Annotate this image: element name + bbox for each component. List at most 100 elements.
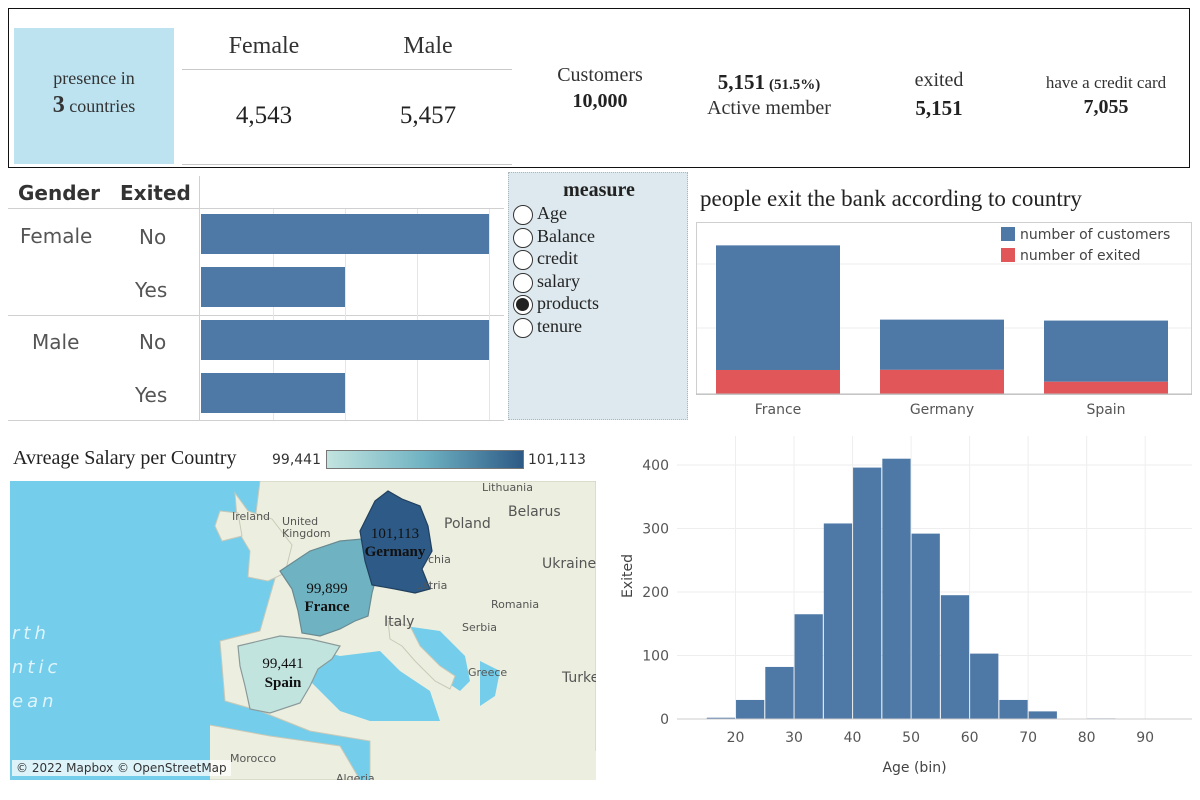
- map-basemap: [10, 481, 596, 780]
- map-legend-min: 99,441: [272, 452, 321, 468]
- map-place-label-morocco: Morocco: [230, 752, 277, 765]
- gender-bottom-line: [182, 164, 512, 165]
- histogram-bar[interactable]: [940, 595, 970, 719]
- histogram-bar[interactable]: [794, 614, 823, 719]
- female-row-label: Female: [20, 224, 93, 248]
- measure-option-label[interactable]: Age: [537, 203, 567, 223]
- map-place-label-austria: ustria: [416, 579, 448, 592]
- x-tick-label: 70: [1019, 730, 1037, 746]
- x-tick-label: 80: [1078, 730, 1096, 746]
- map-place-label-algeria: Algeria: [336, 772, 375, 780]
- map-place-label-atlantic3: ean: [12, 691, 58, 712]
- exited-bar[interactable]: [880, 369, 1004, 394]
- salary-map[interactable]: Lithuania Ireland United Kingdom Poland Bela…: [10, 481, 596, 780]
- gridline: [345, 209, 346, 420]
- kpi-panel: [8, 8, 1190, 168]
- map-place-label-poland: Poland: [444, 516, 491, 532]
- credit-label: have a credit card: [1045, 73, 1167, 92]
- map-place-label-serbia: Serbia: [462, 621, 498, 634]
- exited-yes-label: Yes: [135, 383, 168, 407]
- map-attribution[interactable]: © 2022 Mapbox © OpenStreetMap: [12, 760, 231, 776]
- histogram-bar[interactable]: [765, 666, 794, 719]
- active-pct: (51.5%): [769, 77, 821, 93]
- map-place-label-belarus: Belarus: [508, 504, 561, 520]
- measure-panel: measure Age Balance credit salary products te…: [508, 172, 688, 420]
- gender-exit-bar[interactable]: [201, 373, 345, 413]
- credit-value: 7,055: [1083, 96, 1129, 118]
- gender-exited-table: Gender Exited Female Male No Yes No Yes: [8, 176, 504, 421]
- measure-title: measure: [563, 179, 635, 201]
- map-legend-max: 101,113: [528, 452, 586, 468]
- customers-bar[interactable]: [1044, 320, 1168, 382]
- customers-bar[interactable]: [716, 245, 840, 370]
- map-place-label-atlantic1: rth: [12, 623, 50, 644]
- legend-label: number of customers: [1020, 227, 1170, 243]
- legend-swatch: [1001, 227, 1015, 241]
- map-place-label-ireland: Ireland: [232, 510, 271, 523]
- gender-exit-bar[interactable]: [201, 214, 489, 254]
- histogram-bar[interactable]: [882, 458, 911, 719]
- legend-swatch: [1001, 248, 1015, 262]
- exited-no-label: No: [139, 225, 167, 249]
- measure-radio-tenure[interactable]: [513, 317, 533, 338]
- histogram-bar[interactable]: [970, 653, 999, 719]
- map-place-label-greece: Greece: [468, 666, 508, 679]
- histogram-bar[interactable]: [911, 533, 940, 719]
- histogram-bar[interactable]: [823, 523, 853, 719]
- measure-option-label[interactable]: tenure: [537, 315, 582, 336]
- y-tick-label: 0: [660, 712, 669, 728]
- x-axis-title: Age (bin): [882, 760, 946, 776]
- france-name-label: France: [304, 599, 350, 615]
- y-axis-title: Exited: [620, 554, 636, 598]
- gridline: [417, 209, 418, 420]
- map-title: Avreage Salary per Country: [13, 447, 237, 469]
- measure-option-label[interactable]: credit: [537, 248, 578, 268]
- exited-bar[interactable]: [716, 369, 840, 394]
- measure-radio-age[interactable]: [513, 205, 533, 225]
- spain-region: [237, 635, 341, 714]
- germany-region: [359, 490, 433, 594]
- presence-count: 3: [52, 92, 65, 118]
- presence-card: presence in 3 countries: [14, 28, 174, 164]
- presence-count-line: 3 countries: [14, 92, 174, 119]
- y-tick-label: 200: [642, 585, 669, 601]
- measure-option-label[interactable]: products: [537, 293, 599, 313]
- measure-radio-products[interactable]: [513, 295, 533, 315]
- histogram-bar[interactable]: [706, 717, 736, 719]
- histogram-bar[interactable]: [853, 467, 882, 719]
- exited-bar[interactable]: [1044, 381, 1168, 394]
- gender-divider: [182, 69, 512, 70]
- gender-exit-bar[interactable]: [201, 267, 345, 307]
- y-tick-label: 400: [642, 458, 669, 474]
- histogram-bar[interactable]: [1028, 711, 1057, 719]
- measure-option-label[interactable]: Balance: [537, 225, 595, 246]
- active-value-line: 5,151 (51.5%): [680, 70, 858, 95]
- measure-radio-credit[interactable]: [513, 250, 533, 270]
- x-tick-label: 60: [961, 730, 979, 746]
- histogram-bar[interactable]: [736, 699, 765, 719]
- group-divider: [8, 315, 504, 316]
- france-region: [279, 538, 379, 637]
- country-tick-label: France: [755, 402, 802, 418]
- x-tick-label: 90: [1136, 730, 1154, 746]
- presence-unit: countries: [69, 96, 136, 116]
- customers-bar[interactable]: [880, 319, 1004, 370]
- map-place-label-atlantic2: ntic: [12, 657, 62, 678]
- map-legend-gradient: [326, 450, 524, 469]
- measure-radio-balance[interactable]: [513, 227, 533, 248]
- germany-value-label: 101,113: [370, 526, 420, 542]
- histogram-bar[interactable]: [999, 699, 1028, 719]
- legend-label: number of exited: [1020, 248, 1141, 264]
- gender-exit-bar[interactable]: [201, 320, 489, 360]
- customers-label: Customers: [557, 64, 643, 86]
- germany-name-label: Germany: [364, 544, 426, 560]
- x-tick-label: 20: [727, 730, 745, 746]
- country-tick-label: Germany: [910, 402, 974, 418]
- customers-value: 10,000: [572, 90, 628, 112]
- gridline: [273, 209, 274, 420]
- exited-column-header: Exited: [120, 181, 191, 205]
- measure-option-label[interactable]: salary: [537, 270, 580, 291]
- exited-value: 5,151: [915, 96, 963, 120]
- measure-radio-salary[interactable]: [513, 272, 533, 293]
- map-place-label-italy: Italy: [384, 614, 415, 630]
